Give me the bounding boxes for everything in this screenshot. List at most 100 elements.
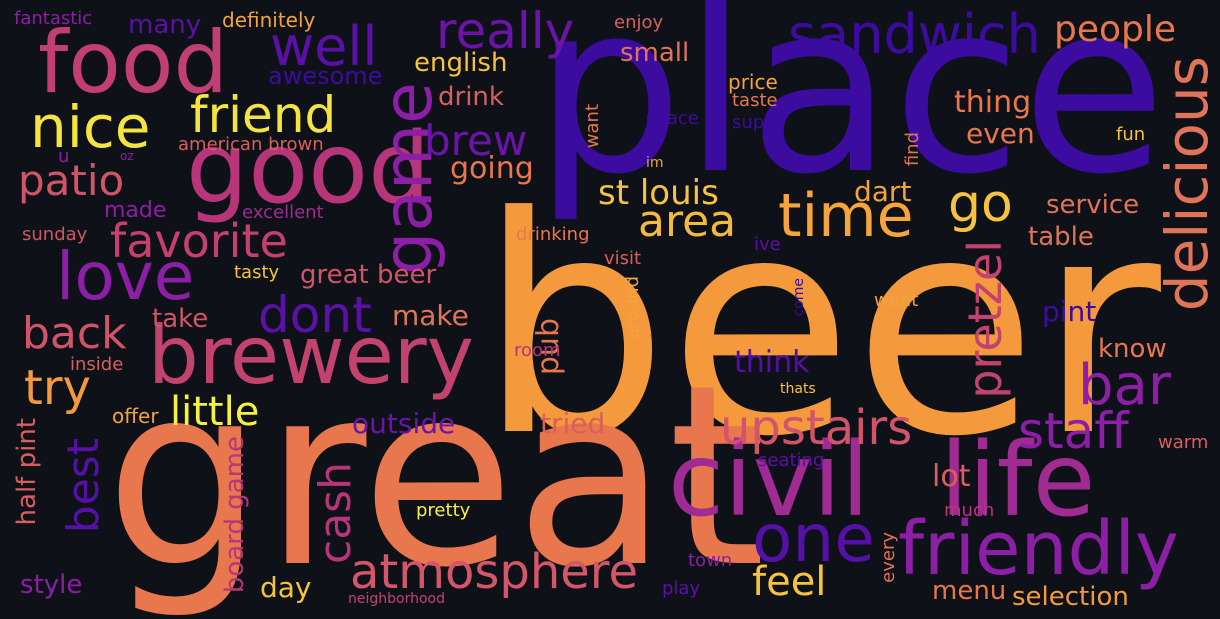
word: civil — [668, 421, 870, 540]
word: feel — [752, 559, 827, 605]
word: small — [620, 38, 690, 68]
word: tasty — [234, 262, 280, 283]
word: life — [940, 421, 1096, 540]
word: board game — [220, 436, 250, 594]
word: delicious — [1153, 56, 1220, 312]
word: fantastic — [14, 8, 93, 29]
word: selection — [1012, 582, 1129, 612]
word: pint — [1042, 295, 1097, 328]
word: make — [392, 299, 469, 332]
word: menu — [932, 576, 1007, 606]
word: day — [260, 571, 312, 604]
word: back — [22, 308, 127, 359]
word: pretzel — [958, 240, 1012, 399]
word: good — [186, 112, 431, 226]
word: oz — [120, 149, 134, 163]
word: every — [878, 532, 899, 583]
word: brewery — [148, 309, 475, 402]
word: sunday — [22, 224, 88, 245]
word: find — [902, 132, 923, 167]
word: room — [514, 340, 561, 361]
word: ive — [754, 234, 781, 255]
word: cash — [310, 462, 361, 564]
word: atmosphere — [350, 544, 638, 600]
word: game — [369, 82, 448, 275]
word: upstairs — [720, 400, 913, 456]
word: bar — [1078, 353, 1171, 418]
word: people — [1054, 9, 1177, 50]
word: seating — [758, 450, 825, 471]
word: staff — [1018, 402, 1129, 460]
word: definitely — [222, 8, 316, 32]
word: area — [638, 196, 737, 247]
word: love — [56, 238, 195, 315]
word: inside — [70, 354, 124, 375]
word: want — [582, 104, 603, 149]
word: made — [104, 198, 167, 223]
word: play — [662, 578, 701, 599]
word: warm — [1158, 432, 1209, 453]
word: think — [734, 345, 810, 380]
word: friendly — [898, 506, 1179, 592]
word: lot — [932, 459, 971, 494]
word: offer — [112, 404, 159, 428]
word: neighborhood — [348, 591, 445, 607]
word: american brown — [178, 134, 324, 155]
word: really — [436, 2, 575, 60]
word: half pint — [12, 418, 42, 526]
word: service — [1046, 190, 1140, 220]
word: take — [152, 304, 209, 334]
word: even — [966, 117, 1035, 150]
word: thing — [954, 85, 1032, 120]
word: visit — [604, 248, 642, 269]
word: come — [791, 278, 807, 317]
word: st louis — [598, 173, 719, 213]
word: im — [646, 155, 664, 171]
word: many — [128, 10, 202, 40]
word: great beer — [300, 260, 437, 290]
word: style — [20, 570, 83, 600]
word: go — [948, 174, 1013, 234]
word: drinking — [516, 224, 590, 245]
word: drink — [438, 82, 504, 112]
word: food — [38, 13, 229, 113]
word: u — [58, 146, 70, 167]
word: know — [1098, 334, 1167, 364]
word: brew — [424, 116, 528, 165]
word: outside — [352, 407, 456, 440]
word: nice — [30, 93, 151, 161]
word: friend — [190, 86, 337, 144]
word: table — [1028, 222, 1094, 252]
word: dart — [854, 175, 912, 208]
word: time — [778, 181, 914, 251]
word: excellent — [242, 202, 324, 223]
word: tried — [540, 407, 606, 440]
word: super — [732, 112, 783, 133]
word: pretty — [416, 500, 471, 521]
word: beer — [478, 153, 1161, 502]
word: great — [105, 331, 767, 619]
word: sandwich — [788, 3, 1041, 66]
word: dont — [258, 286, 372, 344]
word: well — [270, 15, 378, 78]
word: going — [450, 151, 534, 186]
word: around — [622, 276, 643, 340]
word: awesome — [268, 62, 383, 90]
word: taste — [732, 90, 778, 111]
word: little — [170, 389, 260, 435]
word: patio — [18, 156, 125, 205]
word: try — [24, 360, 91, 416]
word: fun — [1116, 124, 1146, 145]
word: much — [944, 500, 995, 521]
word: favorite — [110, 214, 288, 268]
word: thats — [780, 381, 816, 397]
word: one — [752, 500, 875, 577]
word: price — [728, 70, 778, 94]
word: town — [688, 550, 733, 571]
word: enjoy — [614, 12, 664, 33]
word: english — [414, 48, 508, 78]
word: space — [646, 108, 699, 129]
word: went — [874, 290, 919, 311]
word: best — [58, 438, 109, 534]
